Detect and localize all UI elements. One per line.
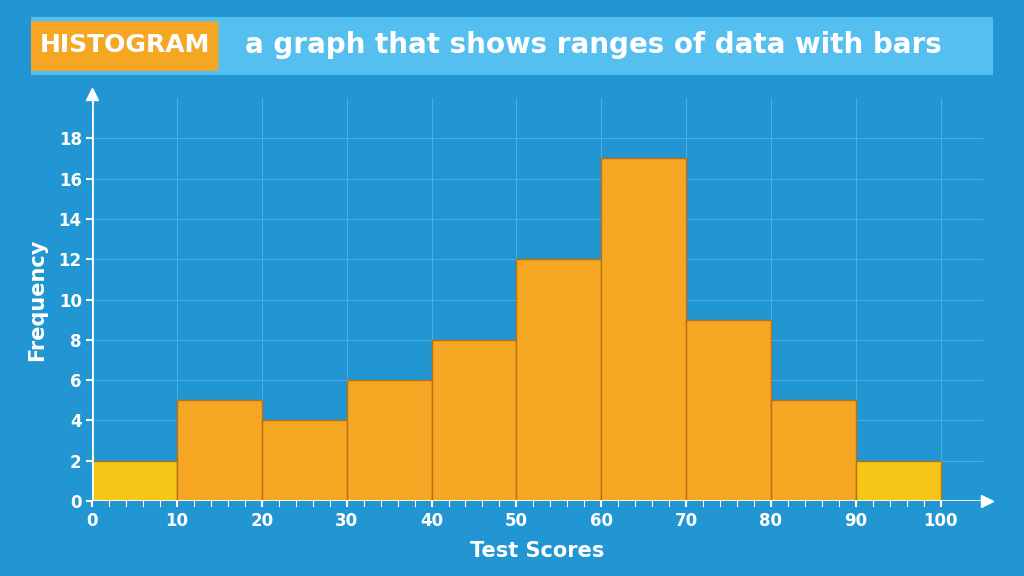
X-axis label: Test Scores: Test Scores [470,541,605,560]
Text: a graph that shows ranges of data with bars: a graph that shows ranges of data with b… [246,31,942,59]
Bar [177,400,262,501]
Text: HISTOGRAM: HISTOGRAM [40,33,210,57]
Bar [431,340,516,501]
Bar [516,259,601,501]
Bar [686,320,771,501]
FancyBboxPatch shape [31,21,218,71]
Bar [856,461,941,501]
Bar [347,380,431,501]
Bar [262,420,347,501]
Bar [771,400,856,501]
Bar [92,461,177,501]
Bar [601,158,686,501]
Y-axis label: Frequency: Frequency [28,238,47,361]
